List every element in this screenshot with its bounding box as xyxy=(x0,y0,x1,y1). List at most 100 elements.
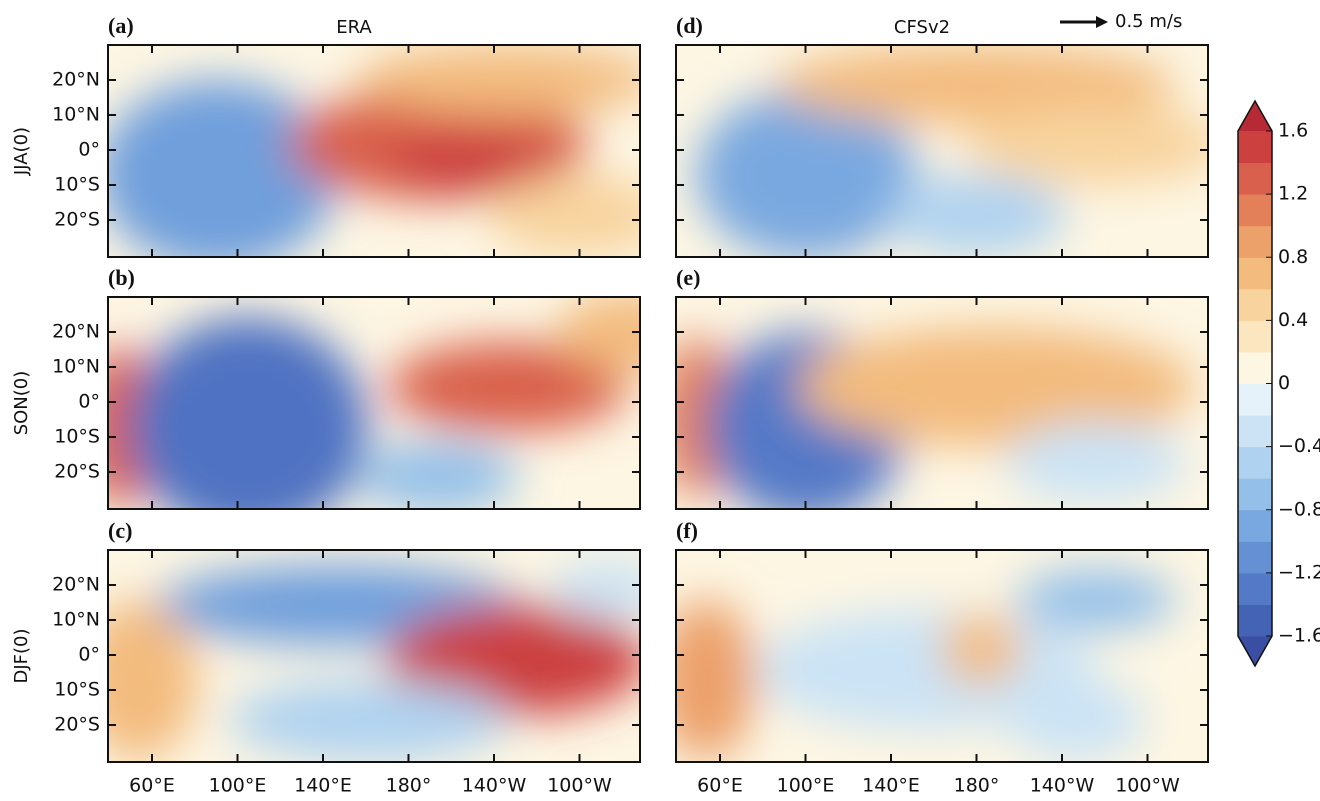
colorbar-tick-label: 1.6 xyxy=(1278,120,1308,142)
colorbar-swatch xyxy=(1238,541,1272,574)
field-blob xyxy=(558,297,640,372)
map-panel: (a) ERA JJA(0) 20°N 10°N 0° 10°S 20°S xyxy=(11,13,641,258)
lon-tick-label: 100°E xyxy=(209,775,267,797)
field-blob xyxy=(676,600,756,760)
field-blobs xyxy=(696,45,1208,257)
lon-tick-label: 140°E xyxy=(862,775,920,797)
field-blob xyxy=(358,442,518,509)
colorbar-swatch xyxy=(1238,446,1272,479)
colorbar-tick-label: 0.4 xyxy=(1278,309,1308,331)
field xyxy=(676,550,1208,762)
field xyxy=(676,297,1208,509)
field xyxy=(676,45,1208,257)
field xyxy=(108,297,640,509)
field-blob xyxy=(388,342,628,432)
colorbar-swatch xyxy=(1238,320,1272,353)
field-blob xyxy=(1006,680,1146,760)
lon-tick-label: 180° xyxy=(954,775,1000,797)
lat-tick-label: 10°N xyxy=(52,356,100,378)
lat-tick-label: 10°S xyxy=(54,679,100,701)
reference-arrowhead xyxy=(1096,16,1108,28)
colorbar-tick-label: 0 xyxy=(1278,372,1290,394)
season-label: SON(0) xyxy=(11,371,32,436)
lat-tick-label: 0° xyxy=(78,391,100,413)
panel-label: (e) xyxy=(676,265,700,290)
field-blob xyxy=(358,45,640,115)
colorbar-end xyxy=(1238,101,1272,131)
panel-label: (f) xyxy=(676,518,698,543)
panel-label: (c) xyxy=(108,518,132,543)
colorbar-end xyxy=(1238,636,1272,666)
field-blobs xyxy=(108,297,640,509)
lon-tick-label: 100°E xyxy=(777,775,835,797)
field-blob xyxy=(886,175,1066,255)
field-blob xyxy=(128,317,368,509)
colorbar-tick-label: −1.2 xyxy=(1278,561,1320,583)
lat-tick-label: 10°S xyxy=(54,174,100,196)
field-blob xyxy=(776,45,1176,125)
colorbar-tick-label: −0.8 xyxy=(1278,498,1320,520)
field-blobs xyxy=(108,560,640,760)
field-blob xyxy=(796,327,1196,447)
field-blob xyxy=(108,600,198,760)
lat-tick-label: 20°S xyxy=(54,461,100,483)
lon-tick-label: 100°W xyxy=(1115,775,1180,797)
panel-title: CFSv2 xyxy=(894,17,950,38)
lat-tick-label: 10°N xyxy=(52,104,100,126)
lon-tick-label: 140°W xyxy=(462,775,527,797)
lon-tick-label: 100°W xyxy=(547,775,612,797)
colorbar-swatch xyxy=(1238,478,1272,511)
colorbar-swatch xyxy=(1238,509,1272,542)
colorbar-swatch xyxy=(1238,288,1272,321)
season-label: JJA(0) xyxy=(11,127,32,176)
lat-tick-label: 0° xyxy=(78,644,100,666)
colorbar-swatch xyxy=(1238,162,1272,195)
lat-tick-label: 10°N xyxy=(52,609,100,631)
field-blob xyxy=(966,105,1208,185)
field-blob xyxy=(388,130,548,190)
field-blobs xyxy=(108,45,640,257)
colorbar-tick-label: −1.6 xyxy=(1278,625,1320,647)
lat-tick-label: 20°S xyxy=(54,714,100,736)
field-blob xyxy=(696,90,916,257)
field-blob xyxy=(488,175,640,255)
field-blob xyxy=(388,605,640,715)
field-blob xyxy=(941,615,1021,685)
map-panel: (e) xyxy=(675,265,1209,510)
map-panel: (f) 60°E 100°E 140°E 180° 140°W 100°W xyxy=(675,518,1209,797)
colorbar-swatch xyxy=(1238,572,1272,605)
colorbar-tick-label: 1.2 xyxy=(1278,183,1308,205)
lat-tick-label: 20°N xyxy=(52,574,100,596)
colorbar-swatch xyxy=(1238,194,1272,227)
colorbar-swatch xyxy=(1238,225,1272,258)
field-blobs xyxy=(676,570,1176,760)
lon-tick-label: 180° xyxy=(386,775,432,797)
colorbar-swatch xyxy=(1238,604,1272,637)
colorbar-swatch xyxy=(1238,257,1272,290)
lat-tick-label: 20°N xyxy=(52,69,100,91)
lat-tick-label: 20°N xyxy=(52,321,100,343)
lat-tick-label: 10°S xyxy=(54,426,100,448)
map-panel: (b) SON(0) 20°N 10°N 0° 10°S 20°S xyxy=(11,265,641,510)
map-panel: (d) CFSv2 xyxy=(675,13,1209,258)
panel-label: (d) xyxy=(676,13,703,38)
colorbar-swatch xyxy=(1238,415,1272,448)
lon-tick-label: 140°E xyxy=(294,775,352,797)
field-blob xyxy=(228,680,508,760)
panel-label: (b) xyxy=(108,265,135,290)
colorbar-tick-label: −0.4 xyxy=(1278,435,1320,457)
colorbar-swatch xyxy=(1238,351,1272,384)
lat-tick-label: 20°S xyxy=(54,209,100,231)
colorbar-swatch xyxy=(1238,131,1272,164)
field-blobs xyxy=(676,327,1196,509)
field-blob xyxy=(1006,422,1186,502)
field-blob xyxy=(1016,570,1176,630)
colorbar-swatch xyxy=(1238,383,1272,416)
map-panel: (c) DJF(0) 20°N 10°N 0° 10°S 20°S 60°E 100°E 140°… xyxy=(11,518,641,797)
field xyxy=(108,45,640,257)
lon-tick-label: 140°W xyxy=(1030,775,1095,797)
field-blob xyxy=(548,560,640,620)
reference-vector-label: 0.5 m/s xyxy=(1115,11,1182,32)
panel-label: (a) xyxy=(108,13,134,38)
